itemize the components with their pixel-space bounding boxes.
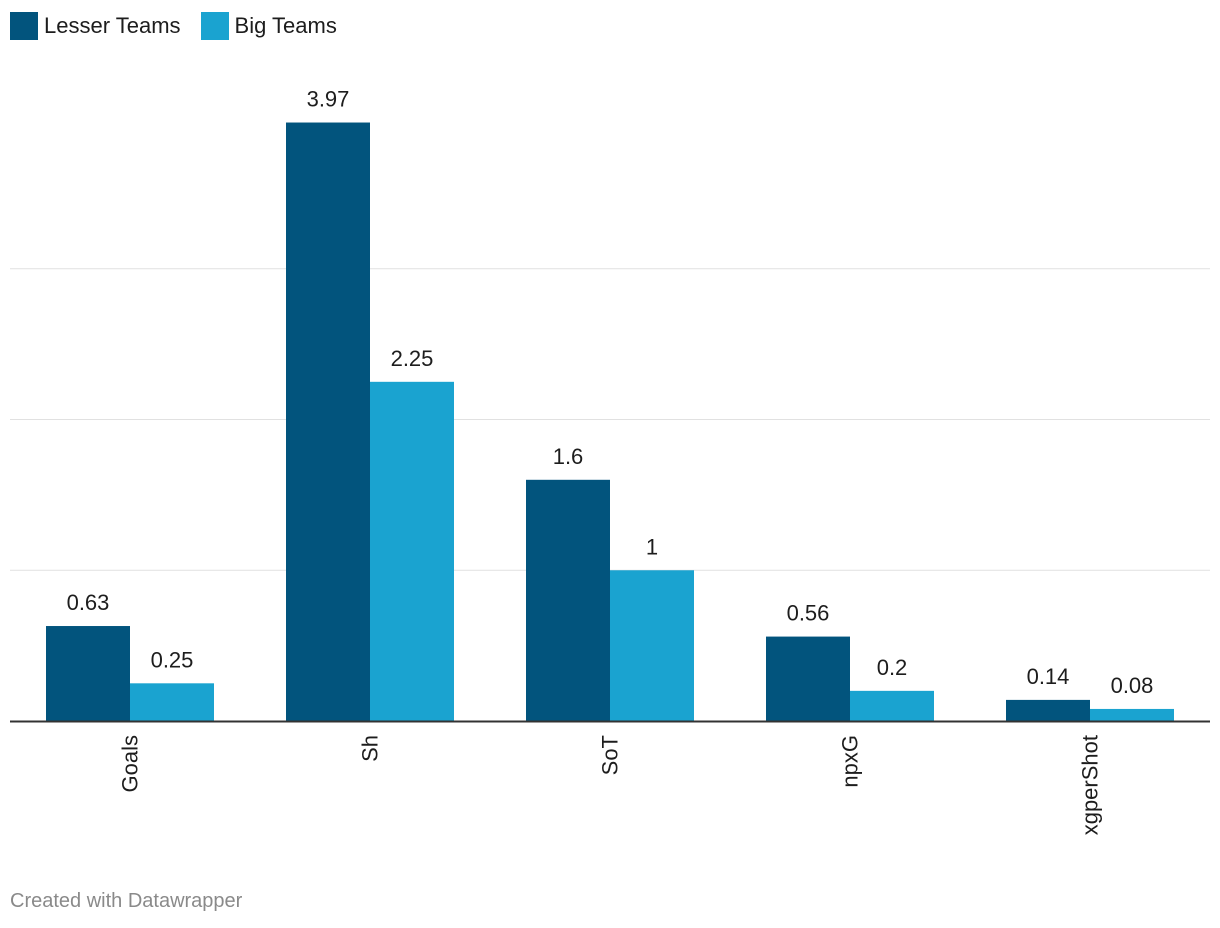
data-label: 1 bbox=[646, 534, 658, 559]
bar-chart: 0.63 0.25 3.97 2.25 1.6 1 0.56 0.2 0.14 0.08 Goals… bbox=[10, 87, 1210, 835]
bar-sh-lesser-teams bbox=[286, 122, 370, 721]
bar-xgpershot-big-teams bbox=[1090, 708, 1174, 721]
data-label: 3.97 bbox=[307, 87, 350, 112]
chart-legend: Lesser Teams Big Teams bbox=[10, 12, 337, 40]
data-label: 2.25 bbox=[391, 346, 434, 371]
data-label: 0.25 bbox=[151, 647, 194, 672]
bar-goals-lesser-teams bbox=[46, 626, 130, 721]
data-label: 0.14 bbox=[1027, 664, 1070, 689]
x-tick-label: SoT bbox=[598, 735, 623, 775]
data-label: 0.56 bbox=[787, 601, 830, 626]
x-tick-label: Sh bbox=[358, 735, 383, 762]
x-tick-label: npxG bbox=[838, 735, 863, 788]
bar-xgpershot-lesser-teams bbox=[1006, 699, 1090, 721]
credit-footer: Created with Datawrapper bbox=[10, 890, 243, 912]
data-label: 0.2 bbox=[877, 655, 908, 680]
bar-npxg-lesser-teams bbox=[766, 636, 850, 721]
legend-item-lesser-teams: Lesser Teams bbox=[10, 12, 181, 40]
x-tick-label: Goals bbox=[118, 735, 143, 792]
data-label: 0.08 bbox=[1111, 673, 1154, 698]
bar-sot-big-teams bbox=[610, 570, 694, 721]
data-label: 1.6 bbox=[553, 444, 584, 469]
bar-goals-big-teams bbox=[130, 683, 214, 721]
bar-npxg-big-teams bbox=[850, 690, 934, 721]
data-label: 0.63 bbox=[67, 590, 110, 615]
legend-swatch-lesser-teams bbox=[10, 12, 38, 40]
bar-sh-big-teams bbox=[370, 381, 454, 721]
legend-label-lesser-teams: Lesser Teams bbox=[44, 13, 181, 38]
x-tick-label: xgperShot bbox=[1078, 735, 1103, 835]
legend-swatch-big-teams bbox=[200, 12, 229, 40]
bar-sot-lesser-teams bbox=[526, 479, 610, 721]
legend-item-big-teams: Big Teams bbox=[200, 12, 337, 40]
legend-label-big-teams: Big Teams bbox=[234, 13, 337, 38]
